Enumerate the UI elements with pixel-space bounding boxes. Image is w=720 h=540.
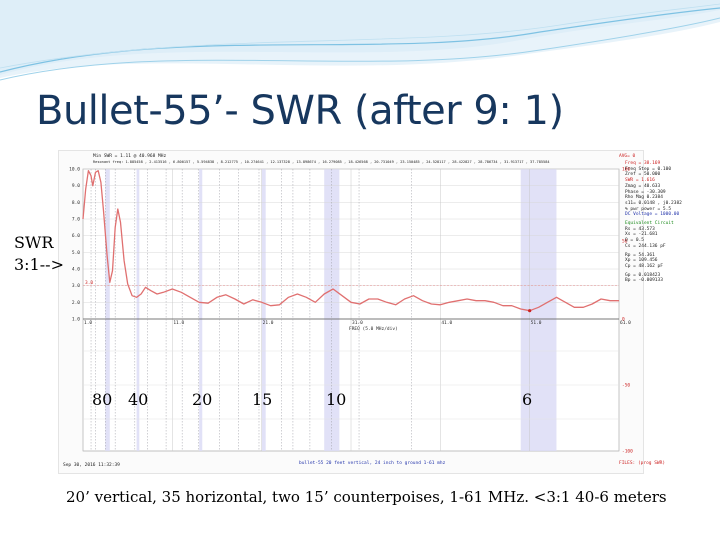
right-scale-label: 50	[622, 239, 628, 245]
swr-threshold-label: SWR 3:1-->	[14, 232, 64, 276]
panel-line: Freq Step = 0.100	[625, 166, 672, 172]
header-swoosh-decoration	[0, 0, 720, 81]
panel-line: Zref = 50.000	[625, 172, 661, 178]
slide-title: Bullet-55’- SWR (after 9: 1)	[36, 88, 564, 134]
avg-label: AVG= 0	[619, 154, 636, 159]
swr-chart: 1.0 2.0 3.0 4.0 5.0 6.0 7.0 8.0 9.0 10.0 1.0 11.0 21…	[69, 167, 633, 455]
panel-line: % pwr power = 5.5	[625, 206, 672, 212]
band-label-20m: 20	[192, 390, 213, 409]
x-tick-label: 61.0	[620, 320, 631, 326]
panel-line: Rs = 43.573	[625, 226, 655, 232]
panel-line: s11= 0.0148 , j0.2382	[625, 200, 682, 206]
panel-line: Phase = -30.309	[625, 189, 666, 195]
band-highlight	[261, 169, 266, 451]
panel-line: Q = 0.5	[625, 238, 644, 244]
x-tick-label: 31.0	[352, 320, 363, 326]
band-highlight	[105, 169, 110, 451]
swr-3-reference-label: 3.0	[85, 280, 93, 286]
panel-line: Freq = 38.169	[625, 161, 661, 166]
band-label-6m: 6	[522, 390, 533, 409]
band-highlight	[136, 169, 140, 451]
band-highlight	[324, 169, 340, 451]
y-tick-label: 2.0	[72, 300, 80, 306]
panel-line: Rp = 54.361	[625, 252, 655, 258]
x-tick-label: 11.0	[173, 320, 184, 326]
y-tick-label: 10.0	[69, 167, 80, 173]
band-label-80m: 80	[92, 390, 113, 409]
x-axis-label: FREQ (5.0 MHz/div)	[349, 326, 398, 332]
y-tick-label: 4.0	[72, 267, 80, 273]
panel-line: Gp = 0.018423	[625, 272, 661, 278]
x-tick-label: 41.0	[441, 320, 452, 326]
min-swr-readout: Min SWR = 1.11 @ 40.968 MHz	[93, 154, 167, 159]
band-label-10m: 10	[326, 390, 347, 409]
panel-line: DC Voltage = 1000.00	[625, 212, 680, 218]
panel-line: Xs = -21.681	[625, 232, 658, 238]
min-swr-marker	[528, 309, 532, 313]
swr-label-line1: SWR	[14, 233, 54, 252]
antenna-analyzer-screenshot: 1.0 2.0 3.0 4.0 5.0 6.0 7.0 8.0 9.0 10.0 1.0 11.0 21…	[58, 150, 682, 474]
y-tick-label: 8.0	[72, 200, 80, 206]
panel-line: SWR = 1.616	[625, 178, 655, 184]
footer-files: FILES: (prog SWR)	[619, 461, 666, 466]
panel-line: Cp = 48.162 pF	[625, 263, 663, 269]
y-tick-label: 7.0	[72, 217, 80, 223]
y-tick-label: 1.0	[72, 317, 80, 323]
panel-line: Bp = -0.009133	[625, 278, 663, 284]
y-tick-label: 9.0	[72, 183, 80, 189]
x-tick-label: 21.0	[263, 320, 274, 326]
x-tick-label: 51.0	[531, 320, 542, 326]
y-tick-label: 5.0	[72, 250, 80, 256]
right-scale-label: 100	[622, 167, 630, 173]
panel-line: Equivalent Circuit	[625, 221, 674, 227]
panel-line: Cs = 244.136 pF	[625, 243, 666, 249]
footer-description: bullet-55 20 feet vertical, 24 inch to g…	[299, 461, 446, 466]
y-tick-label: 3.0	[72, 283, 80, 289]
panel-line: Xp = 109.456	[625, 258, 658, 264]
measurement-panel: Freq = 38.169 Freq Step = 0.100 Zref = 50.…	[625, 161, 683, 284]
panel-line: Zmag = 40.633	[625, 183, 661, 189]
right-scale-label: 0	[622, 317, 625, 323]
y-tick-label: 6.0	[72, 233, 80, 239]
footer-timestamp: Sep 30, 2016 11:32:39	[63, 463, 120, 468]
swr-series-line	[82, 170, 619, 312]
right-scale-label: -50	[622, 383, 630, 389]
swr-label-line2: 3:1-->	[14, 255, 64, 274]
x-tick-label: 1.0	[84, 320, 92, 326]
panel-line: Rho Mag 0.2384	[625, 195, 663, 201]
band-label-40m: 40	[128, 390, 149, 409]
band-label-15m: 15	[252, 390, 273, 409]
slide-caption: 20’ vertical, 35 horizontal, two 15’ cou…	[66, 488, 667, 506]
resonant-freq-readout: Resonant freq: 1.885458 , 2.413516 , 6.8…	[93, 160, 550, 164]
right-scale-label: -100	[622, 449, 633, 455]
band-highlight	[199, 169, 203, 451]
